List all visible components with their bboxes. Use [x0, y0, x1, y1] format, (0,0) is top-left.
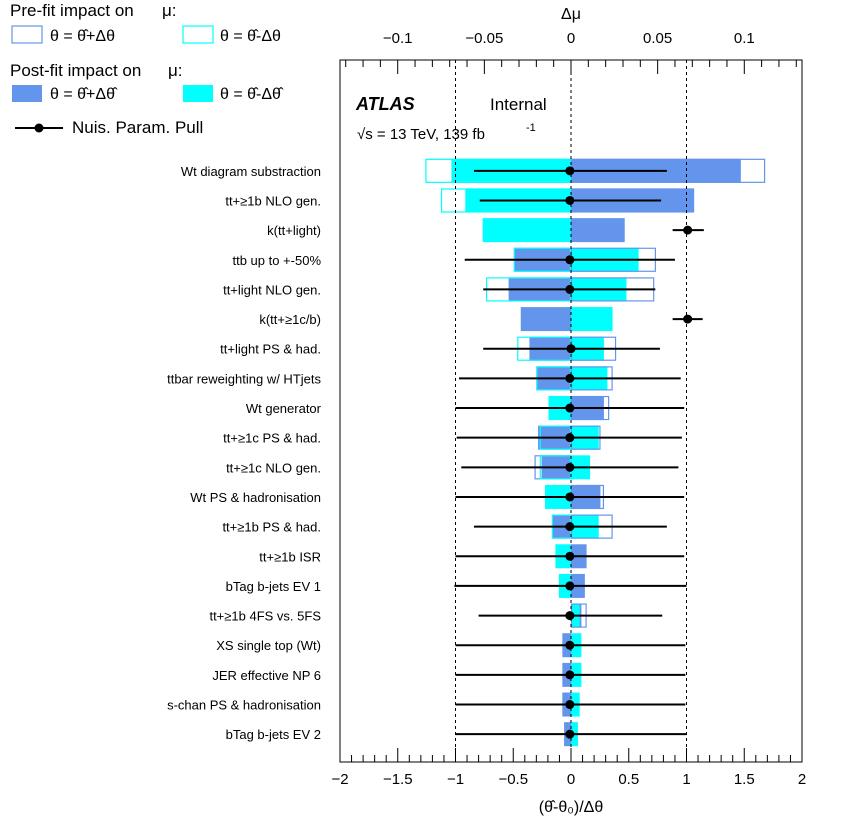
- np-label: tt+≥1c PS & had.: [223, 431, 321, 446]
- np-label: tt+≥1c NLO gen.: [226, 460, 321, 475]
- legend-postfit-plus-swatch: [12, 85, 42, 102]
- atlas-label: ATLAS Internal √s = 13 TeV, 139 fb -1: [355, 94, 547, 143]
- axes: −2 −1.5 −1 −0.5 0 0.5 1 1.5 2 −0.1 −0.05 0 0.05 0.1: [331, 30, 806, 788]
- postfit-plus-bar: [520, 307, 571, 332]
- pull-marker: [565, 373, 575, 383]
- np-label: Wt diagram substraction: [181, 164, 321, 179]
- pull-marker: [565, 255, 575, 265]
- legend-postfit-plus-label: θ = θ̂+Δθ̂: [50, 86, 118, 103]
- pull-marker: [565, 611, 575, 621]
- pull-marker: [565, 195, 575, 205]
- bottom-tick-label: −0.5: [498, 771, 528, 788]
- top-tick-label: 0: [567, 30, 575, 47]
- legend-pull-label: Nuis. Param. Pull: [72, 118, 203, 137]
- pull-marker: [566, 344, 576, 354]
- legend-postfit-mu: μ:: [168, 61, 183, 80]
- top-axis-title: Δμ: [561, 6, 581, 23]
- pulls-layer: [454, 166, 704, 739]
- np-label: tt+≥1b PS & had.: [222, 520, 321, 535]
- legend-prefit-minus-label: θ = θ̂-Δθ: [220, 28, 281, 45]
- pull-marker: [565, 492, 575, 502]
- np-label: ttb up to +-50%: [232, 253, 321, 268]
- bottom-tick-label: 2: [798, 771, 806, 788]
- atlas-lumi-exponent: -1: [526, 122, 536, 134]
- top-tick-label: 0.05: [643, 30, 672, 47]
- np-label: ttbar reweighting w/ HTjets: [167, 371, 321, 386]
- legend-prefit-mu: μ:: [162, 1, 177, 20]
- top-tick-label: −0.05: [465, 30, 503, 47]
- np-label: s-chan PS & hadronisation: [167, 698, 321, 713]
- bottom-tick-label: 0.5: [618, 771, 639, 788]
- postfit-minus-bar: [482, 218, 571, 243]
- np-label: k(tt+light): [267, 223, 321, 238]
- top-tick-label: −0.1: [383, 30, 413, 47]
- bottom-tick-label: −1: [447, 771, 464, 788]
- np-label: Wt PS & hadronisation: [190, 490, 321, 505]
- pull-marker: [565, 551, 575, 561]
- legend-prefit-title: Pre-fit impact on: [10, 1, 134, 20]
- np-label: bTag b-jets EV 1: [226, 579, 321, 594]
- legend-postfit-title: Post-fit impact on: [10, 61, 141, 80]
- bars-layer: [425, 158, 766, 747]
- pull-marker: [565, 284, 575, 294]
- bottom-tick-label: 1: [682, 771, 690, 788]
- np-label: k(tt+≥1c/b): [259, 312, 321, 327]
- legend-prefit-minus-swatch: [182, 25, 214, 44]
- pull-marker: [683, 225, 693, 235]
- bottom-axis-title: (θ̂-θ₀)/Δθ: [539, 799, 604, 816]
- np-label: tt+light NLO gen.: [223, 282, 321, 297]
- pull-marker: [565, 403, 575, 413]
- atlas-status: Internal: [490, 95, 547, 114]
- legend-prefit-plus-label: θ = θ̂+Δθ: [50, 28, 115, 45]
- legend-pull-marker: [34, 123, 44, 133]
- pull-marker: [683, 314, 693, 324]
- bottom-tick-label: −1.5: [383, 771, 413, 788]
- pull-marker: [565, 729, 575, 739]
- pull-marker: [565, 670, 575, 680]
- atlas-energy: √s = 13 TeV, 139 fb: [357, 126, 485, 143]
- bottom-tick-label: 0: [567, 771, 575, 788]
- pull-marker: [565, 640, 575, 650]
- pull-marker: [565, 462, 575, 472]
- bottom-tick-label: −2: [331, 771, 348, 788]
- np-labels: Wt diagram substraction tt+≥1b NLO gen. k(…: [167, 164, 322, 742]
- atlas-text: ATLAS: [355, 94, 415, 114]
- pull-marker: [565, 522, 575, 532]
- pull-marker: [565, 581, 575, 591]
- postfit-plus-bar: [571, 218, 625, 243]
- pull-marker: [565, 166, 575, 176]
- np-label: XS single top (Wt): [216, 638, 321, 653]
- pull-marker: [565, 433, 575, 443]
- legend-prefit-plus-swatch: [11, 25, 43, 44]
- np-label: tt+≥1b NLO gen.: [225, 193, 321, 208]
- legend-postfit-minus-swatch: [183, 85, 213, 102]
- np-label: JER effective NP 6: [212, 668, 321, 683]
- legend: Pre-fit impact on μ: θ = θ̂+Δθ θ = θ̂-Δθ…: [10, 1, 284, 137]
- np-label: tt+≥1b ISR: [259, 549, 321, 564]
- legend-postfit-minus-label: θ = θ̂-Δθ̂: [220, 86, 284, 103]
- postfit-minus-bar: [571, 307, 613, 332]
- np-label: tt+≥1b 4FS vs. 5FS: [209, 609, 321, 624]
- np-label: Wt generator: [246, 401, 322, 416]
- np-label: bTag b-jets EV 2: [226, 727, 321, 742]
- pull-marker: [565, 700, 575, 710]
- top-tick-label: 0.1: [734, 30, 755, 47]
- bottom-tick-label: 1.5: [734, 771, 755, 788]
- np-label: tt+light PS & had.: [220, 342, 321, 357]
